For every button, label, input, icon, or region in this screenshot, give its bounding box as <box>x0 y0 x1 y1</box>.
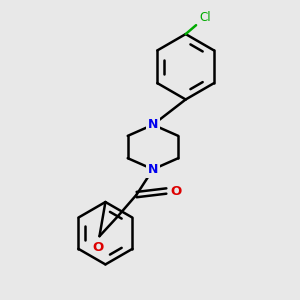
Text: O: O <box>92 241 104 254</box>
Text: Cl: Cl <box>199 11 211 24</box>
Text: N: N <box>148 163 158 176</box>
Text: O: O <box>170 184 182 197</box>
Text: N: N <box>148 118 158 131</box>
